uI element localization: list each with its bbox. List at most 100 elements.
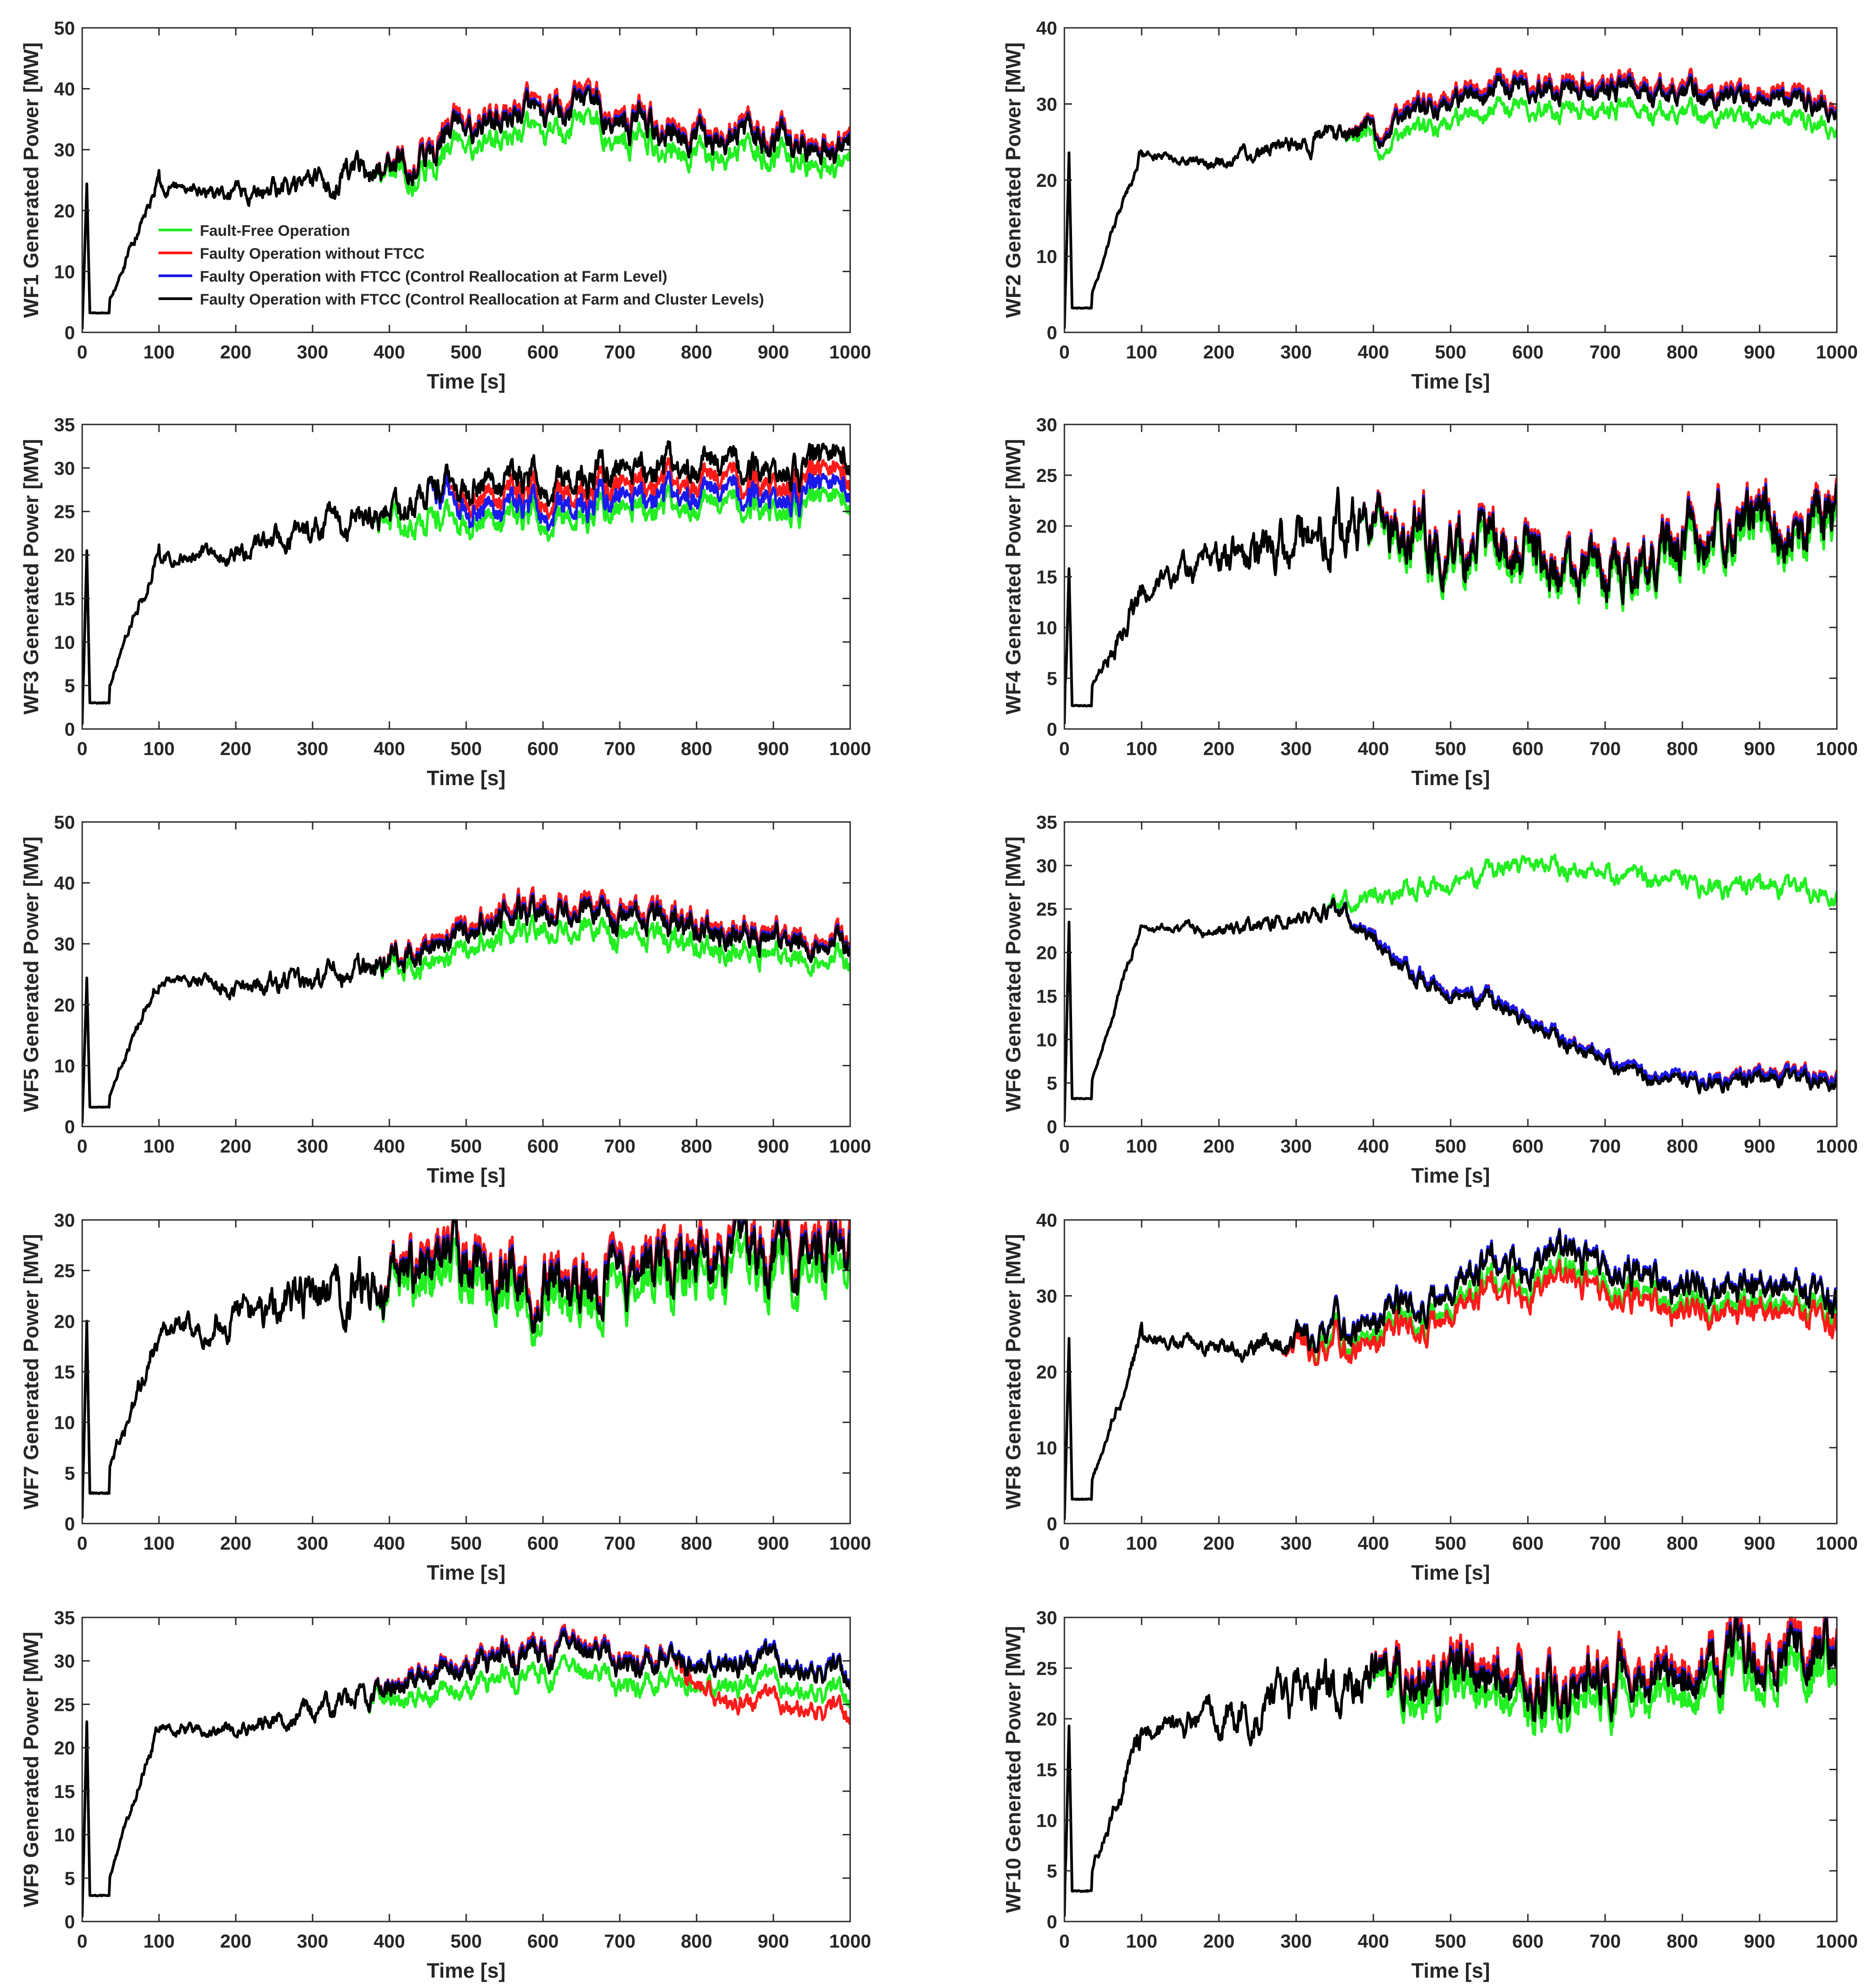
x-tick-label: 600: [527, 341, 559, 362]
x-tick-label: 300: [1280, 1533, 1312, 1554]
x-tick-label: 300: [297, 738, 328, 759]
x-tick-label: 300: [297, 1931, 328, 1952]
y-tick-label: 20: [54, 545, 75, 566]
series-group: [82, 886, 850, 1124]
y-tick-label: 15: [54, 1361, 75, 1383]
y-tick-label: 10: [54, 632, 75, 653]
x-tick-label: 500: [1435, 1533, 1466, 1554]
x-tick-label: 100: [1126, 341, 1157, 362]
y-tick-label: 20: [54, 1311, 75, 1332]
series-line-faulty_no_ftcc: [1278, 1259, 1837, 1366]
x-tick-label: 600: [1512, 1135, 1544, 1157]
y-tick-label: 0: [1047, 1116, 1057, 1137]
y-tick-label: 5: [65, 1868, 75, 1889]
x-tick-label: 200: [1203, 1135, 1235, 1157]
x-tick-label: 400: [1358, 1533, 1389, 1554]
legend-label-fault_free: Fault-Free Operation: [200, 222, 350, 239]
chart-wf10: 0 100 200 300 400 500 600 700 800 900 1000 0 5 10 15 20…: [1002, 1607, 1858, 1982]
y-axis-label: WF5 Generated Power [MW]: [19, 836, 43, 1112]
series-line-fault_free: [371, 484, 850, 542]
x-tick-label: 700: [604, 1533, 635, 1554]
y-tick-label: 30: [54, 458, 75, 479]
series-line-ftcc_farm_cluster: [82, 895, 850, 1124]
y-tick-label: 0: [1047, 1513, 1057, 1534]
x-tick-label: 800: [1667, 1135, 1698, 1157]
x-tick-label: 700: [1589, 1533, 1621, 1554]
y-tick-label: 25: [54, 1260, 75, 1281]
y-tick-label: 40: [1036, 1210, 1057, 1231]
x-tick-label: 900: [758, 1931, 789, 1952]
y-tick-label: 30: [1036, 94, 1057, 115]
x-tick-label: 300: [297, 1533, 328, 1554]
x-tick-label: 700: [604, 341, 635, 362]
x-tick-label: 500: [450, 738, 482, 759]
x-tick-label: 100: [1126, 1533, 1157, 1554]
x-tick-label: 800: [1667, 341, 1698, 362]
plot-area: [82, 28, 850, 332]
x-tick-label: 700: [604, 1135, 635, 1157]
x-tick-label: 0: [1059, 1931, 1069, 1952]
x-tick-label: 900: [1744, 738, 1775, 759]
x-tick-label: 400: [374, 1931, 405, 1952]
x-tick-label: 1000: [1816, 1533, 1858, 1554]
x-tick-label: 300: [297, 341, 328, 362]
y-axis-label: WF7 Generated Power [MW]: [19, 1234, 43, 1509]
chart-wf3: 0 100 200 300 400 500 600 700 800 900 1000 0 5 10 15 20…: [19, 414, 871, 790]
x-tick-label: 400: [1358, 1931, 1389, 1952]
series-line-fault_free: [1340, 96, 1837, 161]
x-tick-label: 1000: [829, 1533, 871, 1554]
y-tick-label: 5: [1047, 1860, 1057, 1882]
series-line-ftcc_farm_cluster: [82, 1630, 850, 1917]
y-tick-label: 15: [54, 588, 75, 609]
series-line-fault_free: [1316, 853, 1837, 923]
x-tick-label: 600: [527, 1931, 559, 1952]
x-tick-label: 800: [1667, 738, 1698, 759]
y-tick-label: 20: [1036, 1361, 1057, 1383]
x-tick-label: 200: [220, 341, 252, 362]
y-tick-label: 50: [54, 18, 75, 39]
y-tick-label: 25: [54, 501, 75, 522]
y-tick-label: 0: [65, 1911, 75, 1932]
x-tick-label: 500: [1435, 738, 1466, 759]
x-tick-label: 200: [1203, 341, 1235, 362]
y-tick-label: 10: [54, 1055, 75, 1076]
series-line-faulty_no_ftcc: [425, 457, 850, 520]
x-tick-label: 100: [1126, 738, 1157, 759]
y-tick-label: 35: [54, 1607, 75, 1628]
x-tick-label: 400: [374, 738, 405, 759]
series-line-ftcc_farm: [1340, 72, 1837, 147]
y-tick-label: 30: [1036, 1607, 1057, 1628]
series-line-ftcc_farm_cluster: [1064, 1230, 1837, 1520]
x-tick-label: 600: [1512, 1533, 1544, 1554]
chart-wf4: 0 100 200 300 400 500 600 700 800 900 1000 0 5 10 15 20…: [1002, 414, 1858, 790]
x-axis-label: Time [s]: [1411, 1561, 1490, 1584]
x-tick-label: 100: [143, 341, 175, 362]
x-tick-label: 300: [1280, 341, 1312, 362]
x-tick-label: 100: [143, 1135, 175, 1157]
x-tick-label: 200: [1203, 738, 1235, 759]
series-group: [1064, 67, 1837, 329]
series-line-ftcc_farm: [425, 470, 850, 531]
x-tick-label: 100: [143, 1533, 175, 1554]
y-tick-label: 20: [54, 200, 75, 221]
x-tick-label: 500: [450, 341, 482, 362]
y-tick-label: 30: [1036, 1286, 1057, 1307]
y-axis-label: WF8 Generated Power [MW]: [1002, 1234, 1025, 1509]
y-tick-label: 40: [54, 873, 75, 894]
x-tick-label: 100: [1126, 1931, 1157, 1952]
x-tick-label: 400: [374, 1135, 405, 1157]
y-axis-label: WF4 Generated Power [MW]: [1002, 439, 1025, 714]
series-group: [82, 1623, 850, 1917]
x-tick-label: 500: [1435, 1931, 1466, 1952]
y-axis-label: WF2 Generated Power [MW]: [1002, 42, 1025, 318]
legend-label-ftcc_farm_cluster: Faulty Operation with FTCC (Control Real…: [200, 291, 764, 308]
x-axis-label: Time [s]: [1411, 1959, 1490, 1982]
y-tick-label: 20: [1036, 170, 1057, 191]
x-tick-label: 900: [758, 1135, 789, 1157]
x-tick-label: 400: [1358, 1135, 1389, 1157]
x-tick-label: 500: [1435, 1135, 1466, 1157]
legend: Fault-Free Operation Faulty Operation wit…: [159, 222, 764, 308]
x-axis-label: Time [s]: [1411, 1164, 1490, 1187]
x-tick-label: 400: [1358, 738, 1389, 759]
